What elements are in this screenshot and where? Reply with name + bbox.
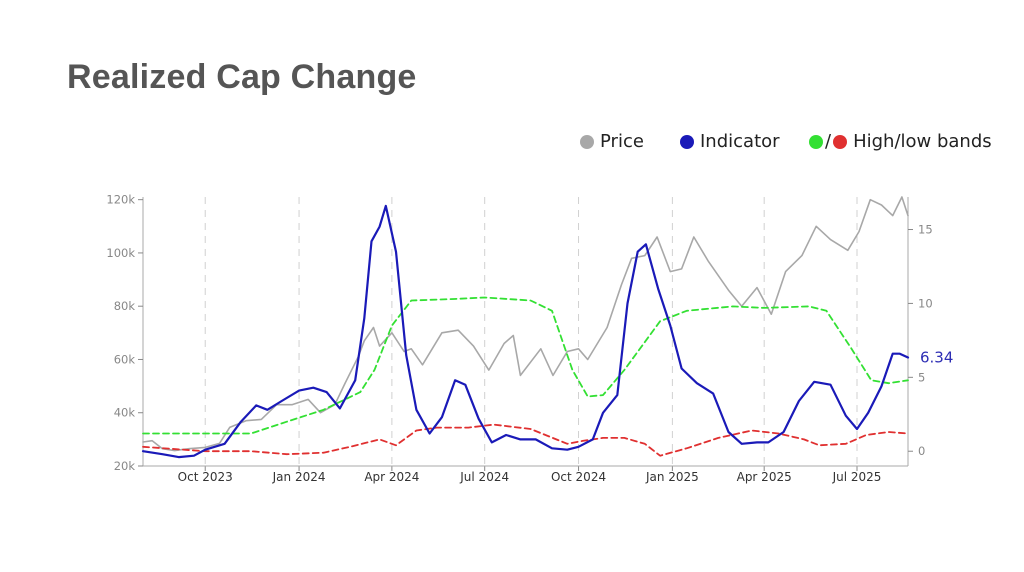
grid-lines (204, 197, 858, 466)
x-tick-label: Apr 2025 (737, 470, 792, 484)
tick-labels: Oct 2023 Jan 2024 Apr 2024 Jul 2024 Oct 2024… (106, 193, 953, 484)
y-right-tick-label: 10 (918, 296, 933, 310)
legend-item-price[interactable]: Price (580, 131, 644, 152)
legend-item-indicator[interactable]: Indicator (680, 131, 780, 152)
chart-axes (138, 197, 913, 471)
indicator-line (141, 204, 910, 459)
y-left-tick-label: 60k (114, 352, 136, 366)
indicator-dot-icon (680, 134, 694, 149)
high-band-line (142, 296, 909, 435)
legend-label-indicator: Indicator (700, 131, 780, 152)
y-left-tick-label: 100k (106, 246, 135, 260)
chart-series (141, 196, 910, 459)
legend-slash: / (825, 131, 832, 152)
low-band-line (142, 423, 909, 457)
x-tick-label: Oct 2024 (551, 470, 606, 484)
low-band-dot-icon (833, 134, 848, 149)
y-right-tick-label: 5 (918, 370, 925, 384)
x-tick-label: Jan 2024 (272, 470, 326, 484)
legend-label-bands: High/low bands (853, 131, 992, 152)
x-tick-label: Jul 2025 (832, 470, 882, 484)
x-tick-label: Oct 2023 (178, 470, 233, 484)
indicator-last-value-label: 6.34 (920, 349, 953, 367)
y-right-tick-label: 15 (918, 223, 933, 237)
y-left-tick-label: 120k (106, 193, 135, 207)
price-dot-icon (580, 134, 594, 149)
legend-item-bands[interactable]: / High/low bands (809, 131, 992, 152)
x-tick-label: Apr 2024 (364, 470, 419, 484)
y-right-tick-label: 0 (918, 444, 925, 458)
legend-label-price: Price (600, 131, 644, 152)
chart-title: Realized Cap Change (67, 58, 417, 96)
x-tick-label: Jul 2024 (459, 470, 509, 484)
price-line (142, 196, 909, 452)
y-left-tick-label: 20k (114, 459, 136, 473)
x-tick-label: Jan 2025 (645, 470, 699, 484)
y-left-tick-label: 40k (114, 406, 136, 420)
high-band-dot-icon (809, 134, 823, 149)
y-left-tick-label: 80k (114, 299, 136, 313)
